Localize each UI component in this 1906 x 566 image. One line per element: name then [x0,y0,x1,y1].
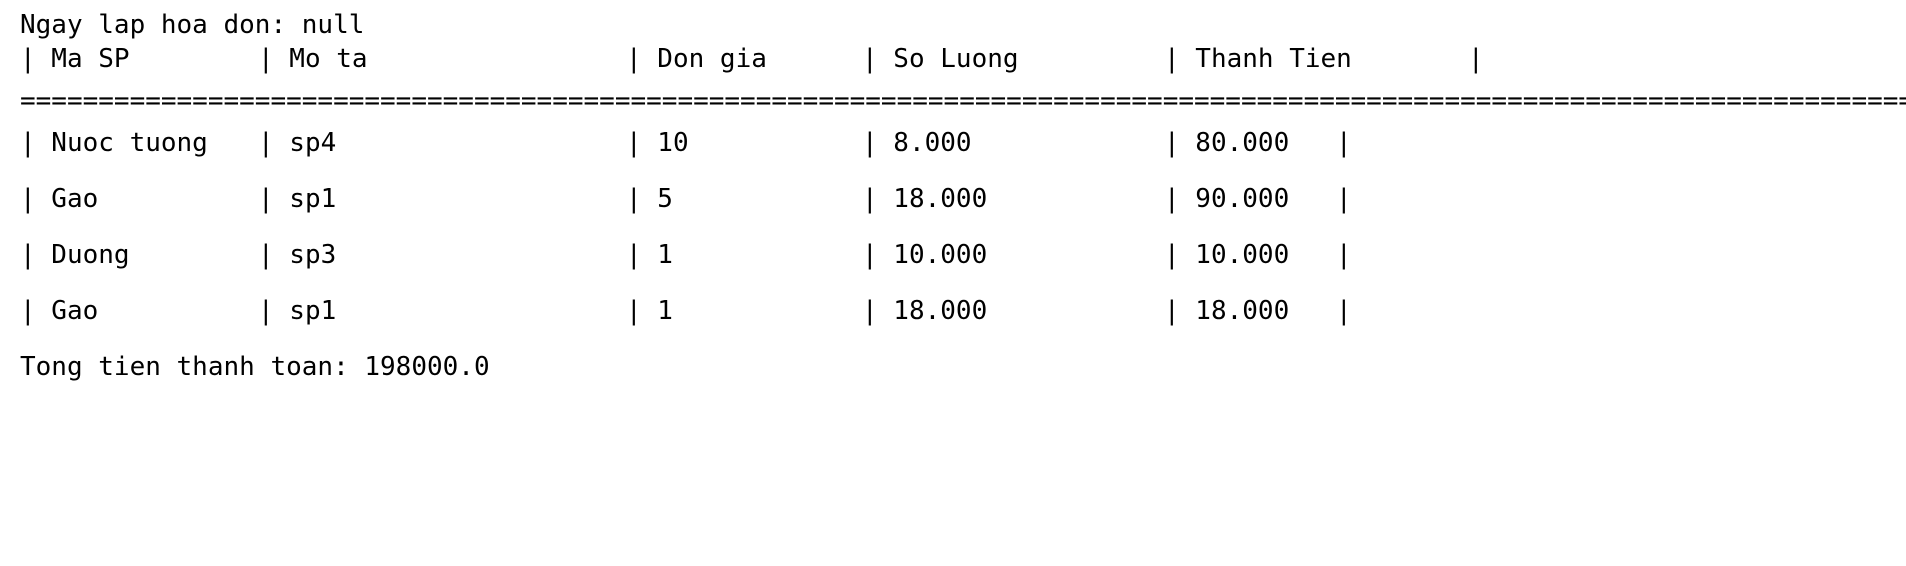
cell-mo-ta: | sp1 [258,184,337,214]
invoice-date-line: Ngay lap hoa don: null [20,10,365,40]
cell-don-gia: | 1 [626,296,673,326]
cell-ma-sp: | Duong [20,240,130,270]
cell-thanh-tien: | 80.000 [1164,128,1290,158]
cell-ma-sp: | Gao [20,184,99,214]
table-row: | Gao | sp1 | 5 | 18.000 | 90.000 | [20,182,1900,216]
cell-thanh-tien: | 90.000 [1164,184,1290,214]
total-line: Tong tien thanh toan: 198000.0 [20,352,490,382]
header-end: | [1468,44,1484,74]
cell-end: | [1336,296,1352,326]
table-row: | Gao | sp1 | 1 | 18.000 | 18.000 | [20,294,1900,328]
cell-ma-sp: | Gao [20,296,99,326]
header-mo-ta: | Mo ta [258,44,368,74]
cell-so-luong: | 8.000 [862,128,972,158]
table-row: | Nuoc tuong | sp4 | 10 | 8.000 | 80.000… [20,126,1900,160]
header-so-luong: | So Luong [862,44,1019,74]
table-separator: ========================================… [20,86,1906,116]
cell-end: | [1336,240,1352,270]
header-don-gia: | Don gia [626,44,767,74]
cell-don-gia: | 10 [626,128,689,158]
console-output: Ngay lap hoa don: null | Ma SP | Mo ta |… [20,10,1906,382]
cell-thanh-tien: | 18.000 [1164,296,1290,326]
cell-so-luong: | 10.000 [862,240,988,270]
cell-mo-ta: | sp3 [258,240,337,270]
cell-thanh-tien: | 10.000 [1164,240,1290,270]
cell-so-luong: | 18.000 [862,184,988,214]
header-thanh-tien: | Thanh Tien [1164,44,1352,74]
table-header: | Ma SP | Mo ta | Don gia | So Luong | T… [20,42,1900,76]
cell-mo-ta: | sp1 [258,296,337,326]
cell-mo-ta: | sp4 [258,128,337,158]
cell-don-gia: | 1 [626,240,673,270]
table-row: | Duong | sp3 | 1 | 10.000 | 10.000 | [20,238,1900,272]
cell-don-gia: | 5 [626,184,673,214]
cell-end: | [1336,128,1352,158]
header-ma-sp: | Ma SP [20,44,130,74]
cell-end: | [1336,184,1352,214]
cell-so-luong: | 18.000 [862,296,988,326]
cell-ma-sp: | Nuoc tuong [20,128,208,158]
